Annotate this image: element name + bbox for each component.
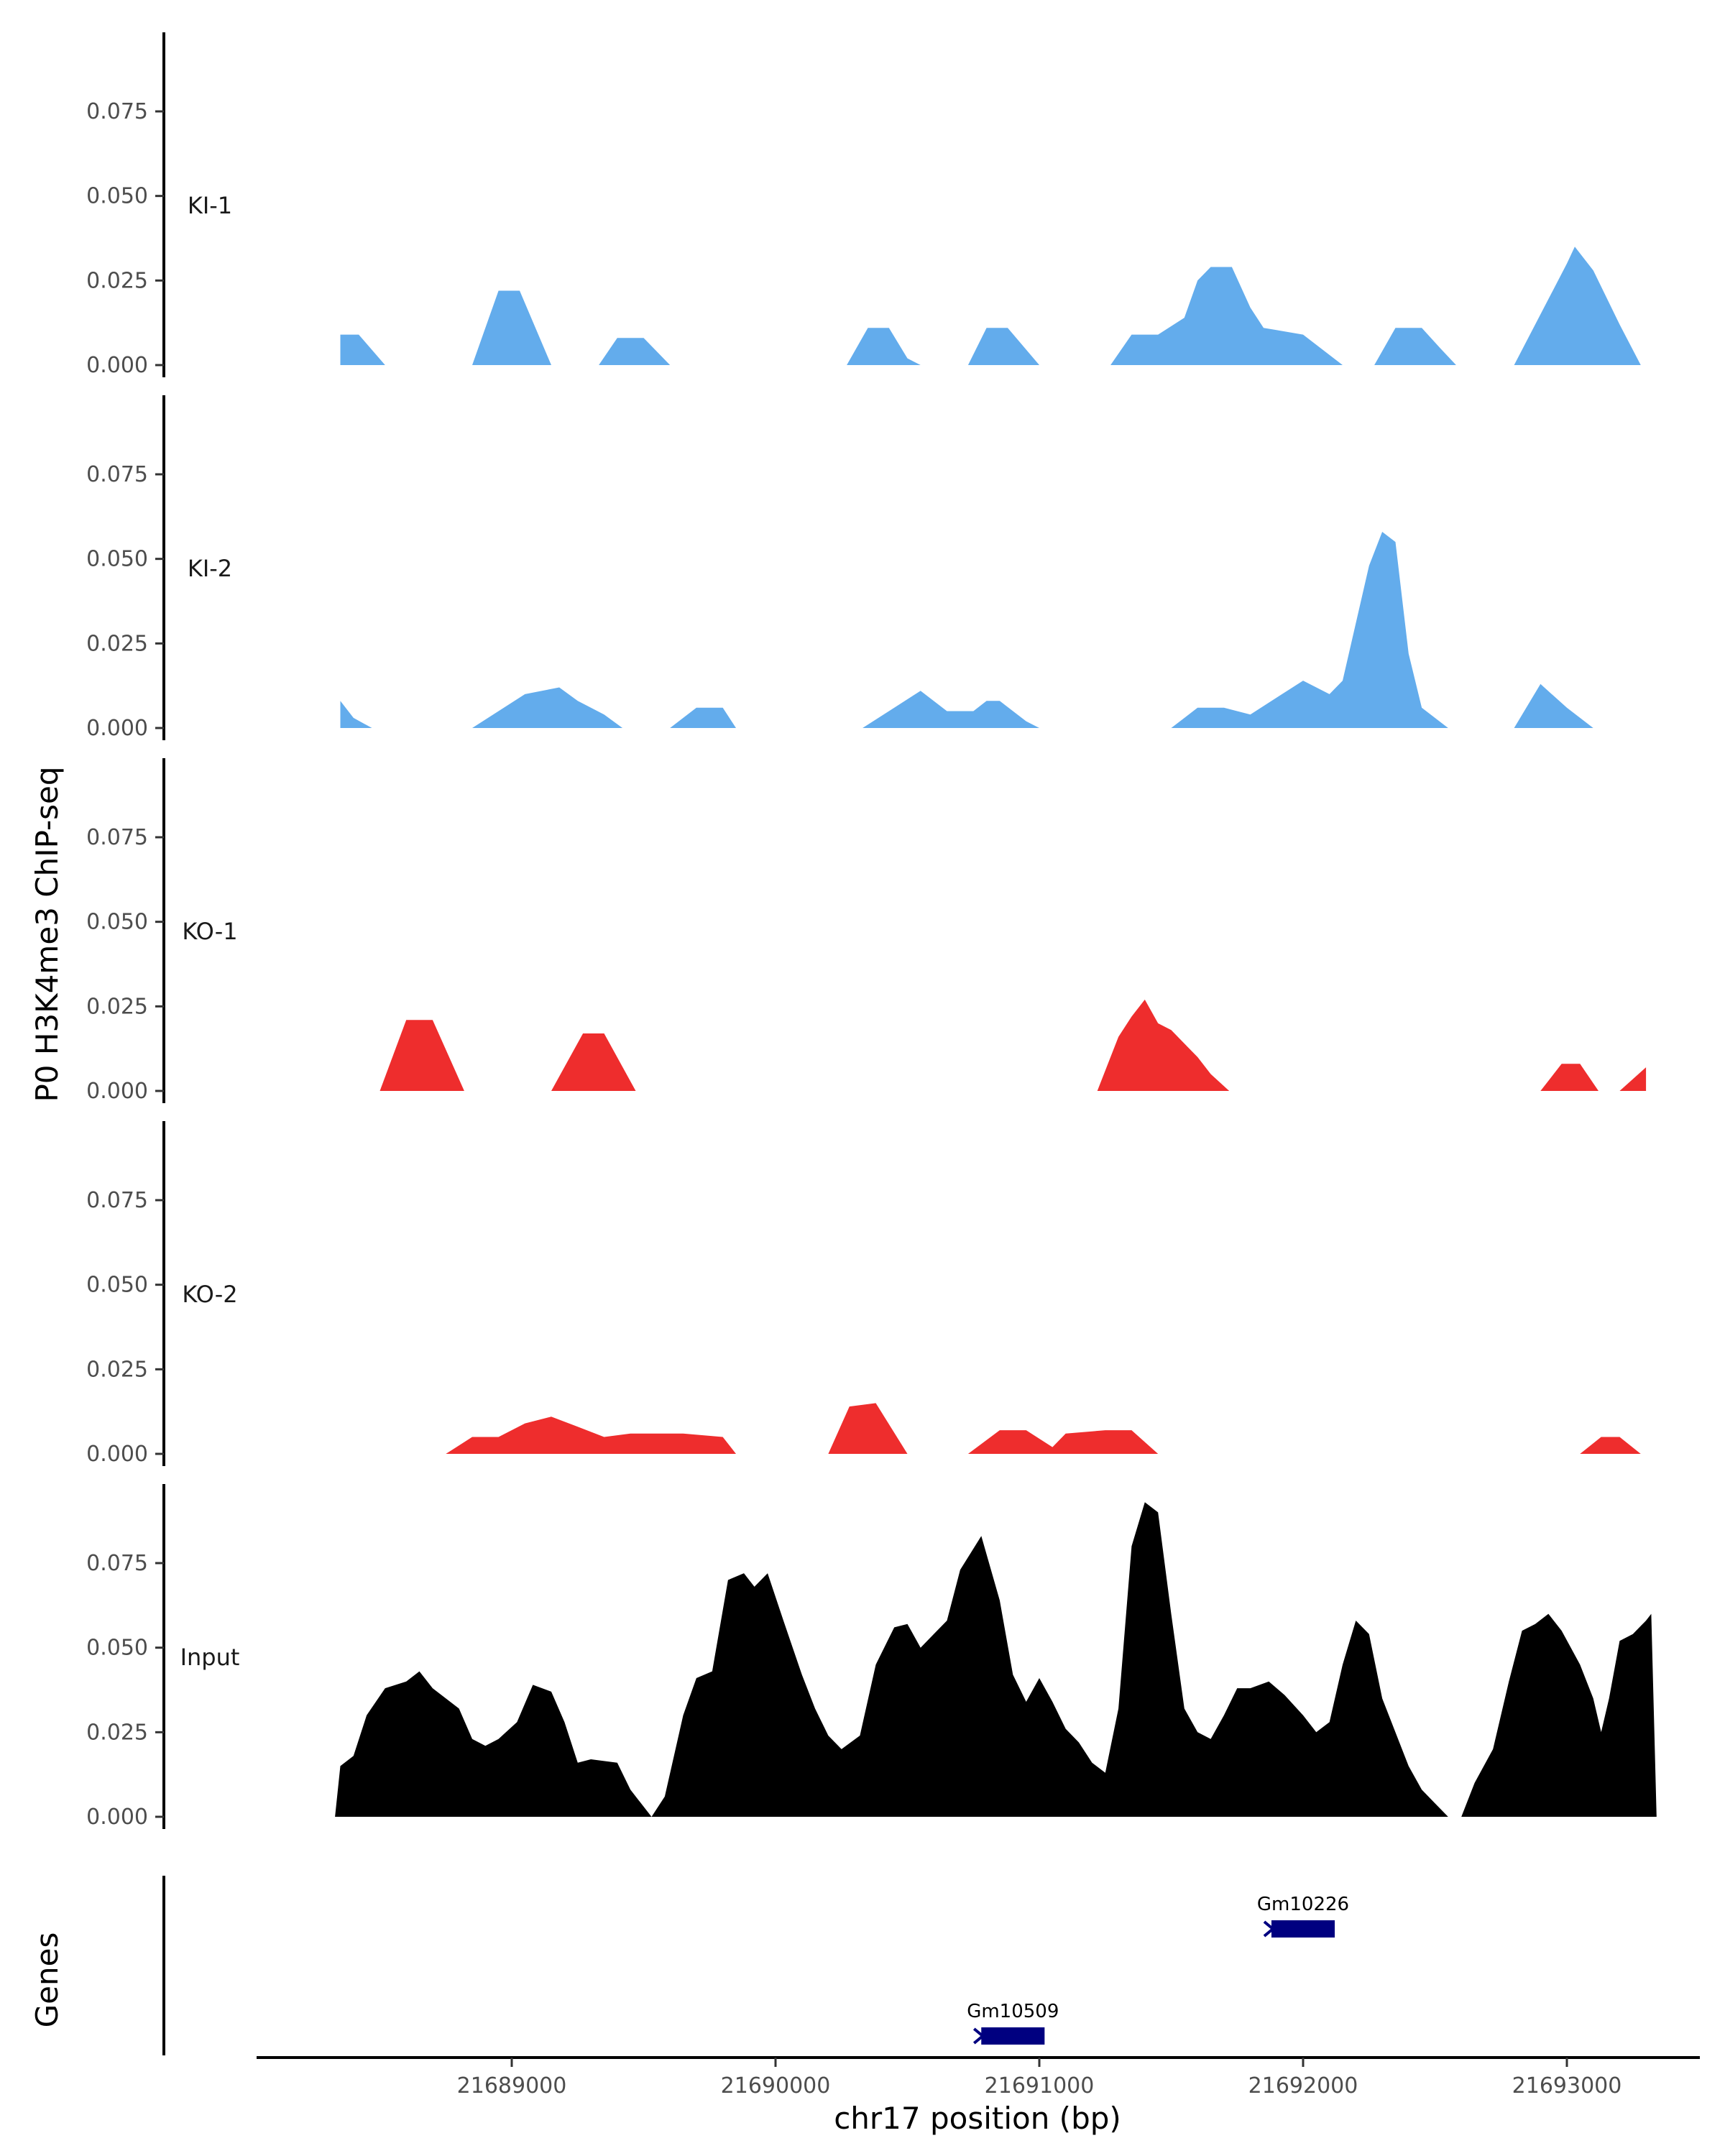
signal-area	[340, 701, 372, 728]
y-tick-label: 0.075	[86, 1188, 148, 1213]
track-panel-ko-1: 0.000 0.025 0.050 0.075 KO-1	[86, 758, 1647, 1104]
track-panel-input: 0.000 0.025 0.050 0.075 Input	[86, 1484, 1657, 1830]
y-tick-label: 0.000	[86, 1805, 148, 1830]
signal-area	[335, 1502, 1657, 1817]
signal-area	[1110, 267, 1343, 365]
y-tick-label: 0.075	[86, 99, 148, 124]
y-tick-label: 0.025	[86, 631, 148, 656]
y-tick-label: 0.050	[86, 1636, 148, 1661]
gene-label: Gm10226	[1257, 1894, 1349, 1915]
signal-area	[1514, 247, 1641, 365]
signal-area	[670, 707, 736, 728]
x-tick-label: 21689000	[457, 2073, 567, 2099]
signal-area	[967, 1430, 1159, 1454]
signal-area	[1580, 1437, 1641, 1454]
signal-area	[1097, 999, 1230, 1091]
signal-area	[446, 1416, 736, 1454]
gene-label: Gm10509	[967, 2001, 1059, 2022]
strand-chevron-icon	[1263, 1920, 1276, 1938]
y-tick-label: 0.000	[86, 353, 148, 378]
signal-area	[1514, 683, 1593, 728]
signal-area	[551, 1033, 636, 1091]
strand-chevron-icon	[972, 2027, 985, 2045]
y-tick-label: 0.025	[86, 1720, 148, 1745]
signal-area	[1619, 1067, 1647, 1091]
gene-gm10509: Gm10509	[967, 2001, 1059, 2045]
signal-area	[472, 290, 551, 365]
y-tick-label: 0.000	[86, 716, 148, 741]
signal-area	[967, 328, 1039, 365]
y-tick-label: 0.000	[86, 1079, 148, 1104]
signal-area	[1374, 328, 1456, 365]
signal-area	[1171, 532, 1448, 728]
y-tick-label: 0.025	[86, 1357, 148, 1382]
gene-body	[1271, 1920, 1335, 1938]
track-panel-ki-2: 0.000 0.025 0.050 0.075 KI-2	[86, 395, 1593, 741]
x-tick-label: 21690000	[721, 2073, 831, 2099]
signal-area	[862, 691, 1039, 728]
signal-area	[380, 1020, 464, 1091]
genes-axis-title: Genes	[29, 1932, 65, 2028]
y-tick-label: 0.050	[86, 547, 148, 572]
x-tick-label: 21693000	[1512, 2073, 1622, 2099]
signal-area	[472, 687, 623, 728]
y-tick-label: 0.050	[86, 1273, 148, 1298]
track-label: KO-2	[182, 1281, 237, 1308]
signal-area	[847, 328, 921, 365]
track-label: KI-1	[188, 192, 232, 219]
track-label: Input	[180, 1644, 240, 1671]
y-tick-label: 0.025	[86, 268, 148, 293]
signal-area	[599, 338, 671, 365]
signal-area	[828, 1403, 908, 1454]
track-label: KI-2	[188, 555, 232, 582]
signal-area	[1540, 1064, 1598, 1091]
track-label: KO-1	[182, 918, 237, 945]
y-axis-title: P0 H3K4me3 ChIP-seq	[29, 766, 65, 1102]
y-tick-label: 0.050	[86, 184, 148, 209]
track-panel-ki-1: 0.000 0.025 0.050 0.075 KI-1	[86, 32, 1641, 378]
y-tick-label: 0.025	[86, 994, 148, 1019]
x-tick-label: 21692000	[1248, 2073, 1358, 2099]
y-tick-label: 0.000	[86, 1442, 148, 1467]
y-tick-label: 0.075	[86, 462, 148, 487]
y-tick-label: 0.075	[86, 1551, 148, 1576]
gene-body	[981, 2027, 1045, 2045]
signal-area	[340, 334, 385, 365]
x-axis-title: chr17 position (bp)	[834, 2101, 1121, 2136]
y-tick-label: 0.075	[86, 825, 148, 850]
y-tick-label: 0.050	[86, 910, 148, 935]
track-panel-ko-2: 0.000 0.025 0.050 0.075 KO-2	[86, 1121, 1641, 1467]
gene-gm10226: Gm10226	[1257, 1894, 1349, 1938]
x-tick-label: 21691000	[985, 2073, 1095, 2099]
